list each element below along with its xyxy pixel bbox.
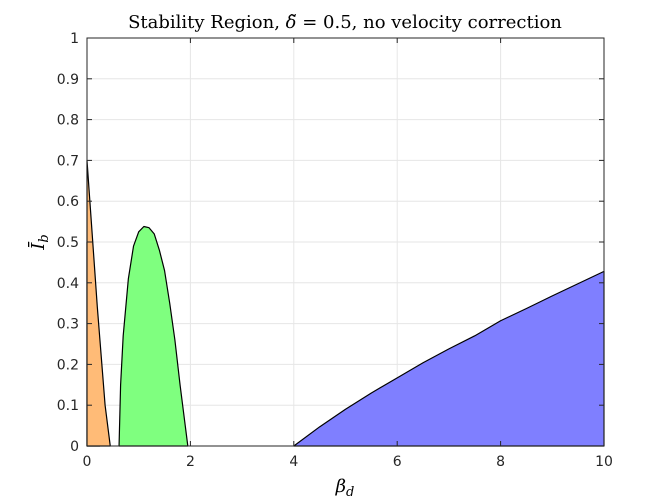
y-tick-label: 0.6 — [57, 194, 79, 210]
y-tick-label: 1 — [70, 31, 79, 47]
series-regions — [86, 159, 605, 447]
y-tick-label: 0.9 — [57, 72, 79, 88]
y-tick-label: 0 — [70, 439, 79, 455]
x-tick-label: 6 — [393, 454, 402, 470]
region-2 — [86, 159, 111, 447]
x-tick-label: 4 — [289, 454, 298, 470]
x-tick-label: 8 — [496, 454, 505, 470]
y-tick-label: 0.2 — [57, 357, 79, 373]
chart-title: Stability Region, δ̃ = 0.5, no velocity … — [128, 12, 562, 33]
x-tick-label: 0 — [83, 454, 92, 470]
x-tick-label: 2 — [186, 454, 195, 470]
axis-ticks: 0 2 4 6 8 10 0 0.1 0.2 0.3 0.4 0.5 0.6 0.7 0.8 0.9 1 — [57, 31, 613, 470]
region-4 — [293, 270, 605, 447]
y-tick-label: 0.8 — [57, 113, 79, 129]
y-tick-label: 0.4 — [57, 276, 79, 292]
y-tick-label: 0.3 — [57, 317, 79, 333]
y-tick-label: 0.1 — [57, 398, 79, 414]
region-3 — [118, 225, 189, 447]
x-tick-label: 10 — [595, 454, 613, 470]
y-tick-label: 0.5 — [57, 235, 79, 251]
y-tick-label: 0.7 — [57, 153, 79, 169]
